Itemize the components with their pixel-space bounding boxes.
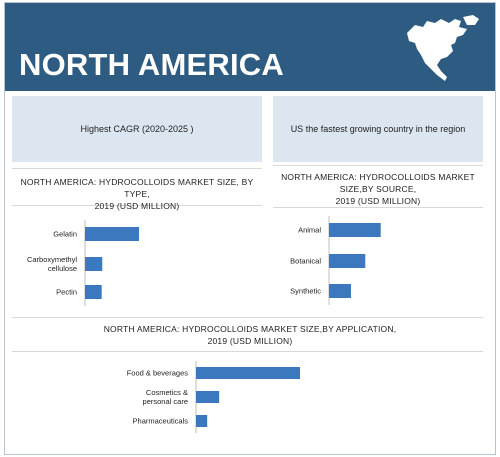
category-label: personal care bbox=[143, 397, 188, 406]
category-label: Animal bbox=[298, 226, 321, 235]
category-label: Gelatin bbox=[53, 230, 77, 239]
chart-title-line: NORTH AMERICA: HYDROCOLLOIDS MARKET bbox=[281, 172, 475, 182]
highest-cagr-text: Highest CAGR (2020-2025 ) bbox=[80, 124, 194, 134]
divider bbox=[12, 351, 483, 352]
fastest-country-text: US the fastest growing country in the re… bbox=[290, 124, 466, 134]
category-label: Pectin bbox=[56, 288, 77, 297]
chart-title-type: NORTH AMERICA: HYDROCOLLOIDS MARKET SIZE… bbox=[12, 176, 262, 212]
chart-title-source: NORTH AMERICA: HYDROCOLLOIDS MARKET SIZE… bbox=[273, 171, 483, 207]
bar-chart-by-application: Food & beverages Cosmetics &personal care… bbox=[127, 361, 300, 433]
category-label: cellulose bbox=[48, 264, 77, 273]
divider bbox=[273, 207, 483, 208]
chart-title-line: SIZE,BY SOURCE, bbox=[339, 184, 417, 194]
bar-type-1 bbox=[85, 257, 103, 271]
divider bbox=[12, 205, 262, 206]
bar-source-0 bbox=[329, 223, 381, 237]
category-label: Botanical bbox=[290, 257, 321, 266]
north-america-map-icon bbox=[407, 15, 479, 81]
chart-title-application: NORTH AMERICA: HYDROCOLLOIDS MARKET SIZE… bbox=[60, 323, 440, 347]
category-label: Pharmaceuticals bbox=[133, 417, 189, 426]
category-label: Cosmetics & bbox=[146, 388, 188, 397]
chart-title-line: 2019 (USD MILLION) bbox=[207, 336, 293, 346]
category-label: Food & beverages bbox=[127, 369, 189, 378]
region-title: NORTH AMERICA bbox=[19, 47, 284, 82]
bar-source-1 bbox=[329, 254, 366, 268]
bar-application-0 bbox=[196, 367, 300, 379]
divider bbox=[273, 165, 483, 166]
chart-title-line: NORTH AMERICA: HYDROCOLLOIDS MARKET SIZE… bbox=[20, 177, 254, 199]
category-label: Carboxymethyl bbox=[27, 255, 77, 264]
category-label: Synthetic bbox=[290, 287, 321, 296]
bar-chart-by-source: Animal Botanical Synthetic bbox=[290, 216, 381, 305]
chart-title-line: 2019 (USD MILLION) bbox=[94, 201, 180, 211]
bar-type-0 bbox=[85, 227, 140, 241]
divider bbox=[12, 168, 262, 169]
fastest-country-box: US the fastest growing country in the re… bbox=[273, 96, 483, 162]
highest-cagr-box: Highest CAGR (2020-2025 ) bbox=[12, 96, 262, 162]
chart-title-line: NORTH AMERICA: HYDROCOLLOIDS MARKET SIZE… bbox=[103, 324, 397, 334]
bar-source-2 bbox=[329, 284, 351, 298]
region-header: NORTH AMERICA bbox=[5, 3, 495, 91]
bar-application-1 bbox=[196, 391, 220, 403]
divider bbox=[12, 317, 483, 318]
bar-application-2 bbox=[196, 415, 208, 427]
bar-type-2 bbox=[85, 285, 102, 299]
chart-title-line: 2019 (USD MILLION) bbox=[335, 196, 421, 206]
